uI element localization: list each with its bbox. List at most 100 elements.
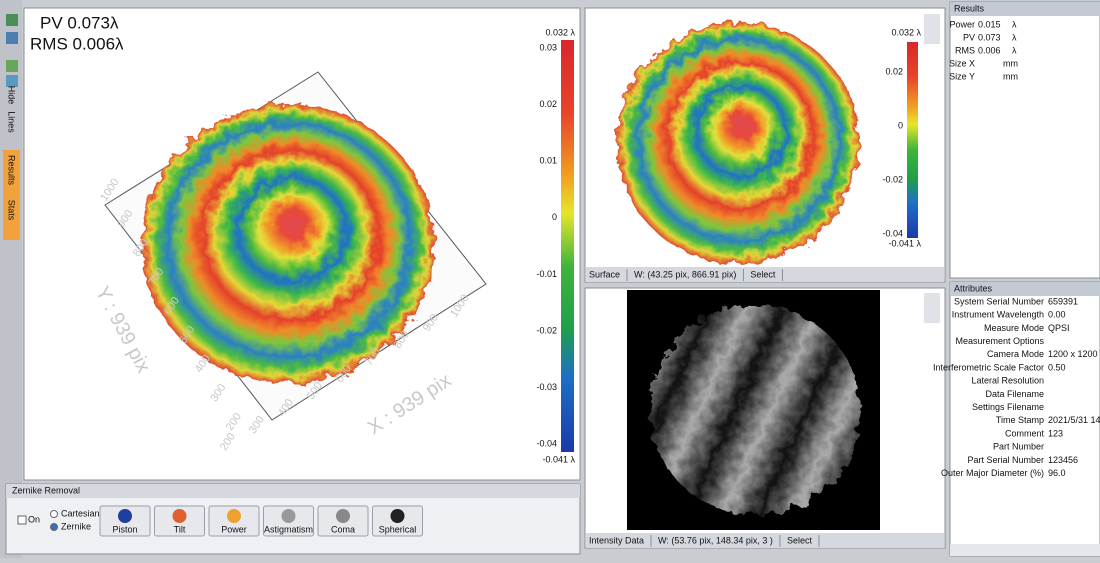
button-label[interactable]: Tilt xyxy=(174,524,186,534)
colorbar-tick: -0.02 xyxy=(882,174,903,184)
attribute-rows: System Serial Number 659391 Instrument Wav… xyxy=(933,296,1100,478)
button-label[interactable]: Piston xyxy=(112,524,137,534)
colorbar-labels: 0.032 λ 0.02 0 -0.02 -0.04-0.041 λ xyxy=(882,27,921,248)
colorbar-min: -0.041 λ xyxy=(542,454,575,464)
attribute-label: Time Stamp xyxy=(996,415,1044,425)
button-label[interactable]: Spherical xyxy=(379,524,417,534)
result-unit: λ xyxy=(1012,32,1017,42)
attribute-label: Part Serial Number xyxy=(967,455,1044,465)
status-item: Select xyxy=(750,269,776,279)
colorbar-tick: -0.04 xyxy=(882,228,903,238)
attribute-value: 0.00 xyxy=(1048,310,1066,320)
attribute-value: 2021/5/31 14:3 xyxy=(1048,415,1100,425)
result-unit: λ xyxy=(1012,19,1017,29)
radio-label: Cartesian xyxy=(61,508,100,518)
colorbar-tick: 0.01 xyxy=(539,156,557,166)
surface-3d xyxy=(142,104,434,384)
side-tab[interactable]: Results xyxy=(7,155,17,186)
status-items: Intensity Data W: (53.76 pix, 148.34 pix,… xyxy=(589,535,820,547)
attribute-value: 659391 xyxy=(1048,296,1078,306)
panel-header xyxy=(950,282,1100,296)
result-unit: mm xyxy=(1003,58,1018,68)
panel-title: Zernike Removal xyxy=(12,485,80,495)
tool-icon[interactable] xyxy=(6,75,18,87)
side-tab[interactable]: Stats xyxy=(7,200,17,221)
mode-icon xyxy=(281,509,296,523)
attribute-label: Interferometric Scale Factor xyxy=(933,362,1044,372)
result-label: Size X xyxy=(949,58,975,68)
rms-text: RMS 0.006λ xyxy=(30,34,124,53)
view-toolbar xyxy=(924,293,940,323)
checkbox[interactable] xyxy=(17,515,27,525)
mode-icon xyxy=(227,509,241,523)
result-value: 0.073 xyxy=(978,32,1001,42)
results-rows: Power 0.015 λ PV 0.073 λ RMS 0.006 λ Size X mm Size… xyxy=(949,19,1018,81)
tab-highlight xyxy=(3,150,20,240)
button-label[interactable]: Power xyxy=(221,524,247,534)
colorbar xyxy=(907,42,918,238)
mode-icon xyxy=(336,509,350,523)
tool-icon[interactable] xyxy=(6,60,18,72)
status-items: Surface W: (43.25 pix, 866.91 pix) Select xyxy=(589,269,783,281)
colorbar-tick: 0 xyxy=(898,120,903,130)
status-item: W: (43.25 pix, 866.91 pix) xyxy=(634,269,736,279)
attribute-label: Comment xyxy=(1005,428,1045,438)
tool-icon[interactable] xyxy=(6,32,18,44)
tool-icon[interactable] xyxy=(6,14,18,26)
colorbar-max: 0.032 λ xyxy=(545,27,575,37)
panel-header xyxy=(6,484,580,498)
attribute-label: Outer Major Diameter (%) xyxy=(941,468,1044,478)
colorbar-tick: -0.03 xyxy=(536,382,557,392)
surface-2d xyxy=(617,22,859,264)
result-label: Size Y xyxy=(949,71,975,81)
result-label: PV xyxy=(963,32,975,42)
attribute-value: 123 xyxy=(1048,428,1063,438)
result-label: RMS xyxy=(955,45,975,55)
results-panel xyxy=(949,1,1100,279)
button-label[interactable]: Coma xyxy=(331,524,355,534)
result-label: Power xyxy=(949,19,975,29)
radio[interactable] xyxy=(50,510,58,518)
scrollbar[interactable] xyxy=(950,544,1100,556)
result-value: 0.006 xyxy=(978,45,1001,55)
colorbar-tick: -0.01 xyxy=(536,269,557,279)
attribute-label: Settings Filename xyxy=(972,402,1044,412)
side-tab[interactable]: Lines xyxy=(7,111,17,133)
colorbar-tick: 0.02 xyxy=(885,66,903,76)
colorbar xyxy=(561,40,574,452)
mode-icon xyxy=(118,509,132,523)
pv-text: PV 0.073λ xyxy=(40,13,119,32)
attribute-value: QPSI xyxy=(1048,323,1070,333)
colorbar-tick: -0.02 xyxy=(536,325,557,335)
attribute-label: Data Filename xyxy=(985,389,1044,399)
status-item: Intensity Data xyxy=(589,535,644,545)
side-tabs: Hide Lines Results Stats xyxy=(7,86,17,221)
result-value: 0.015 xyxy=(978,19,1001,29)
attribute-value: 1200 x 1200 @ xyxy=(1048,349,1100,359)
button-label[interactable]: Astigmatism xyxy=(264,524,313,534)
attribute-label: Instrument Wavelength xyxy=(952,310,1044,320)
result-unit: mm xyxy=(1003,71,1018,81)
mode-icon xyxy=(390,509,405,523)
panel-title: Attributes xyxy=(954,283,993,293)
side-tab[interactable]: Hide xyxy=(7,86,17,105)
attribute-value: 0.50 xyxy=(1048,362,1066,372)
colorbar-tick: 0.02 xyxy=(539,99,557,109)
fringe-pattern xyxy=(650,305,860,515)
checkbox-label: On xyxy=(28,514,40,524)
result-unit: λ xyxy=(1012,45,1017,55)
attribute-value: 123456 xyxy=(1048,455,1078,465)
radio[interactable] xyxy=(50,523,58,531)
status-item: W: (53.76 pix, 148.34 pix, 3 ) xyxy=(658,535,773,545)
status-item: Select xyxy=(787,535,813,545)
attribute-value: 96.0 xyxy=(1048,468,1066,478)
colorbar-tick: 0.03 xyxy=(539,42,557,52)
colorbar-tick: 0 xyxy=(552,212,557,222)
status-bar xyxy=(586,267,944,282)
colorbar-labels: 0.032 λ 0.03 0.02 0.01 0 -0.01 -0.02 -0.03 -0.04… xyxy=(536,27,575,464)
panel-title: Results xyxy=(954,3,985,13)
mode-icon xyxy=(172,509,187,523)
attribute-label: Measurement Options xyxy=(955,336,1044,346)
